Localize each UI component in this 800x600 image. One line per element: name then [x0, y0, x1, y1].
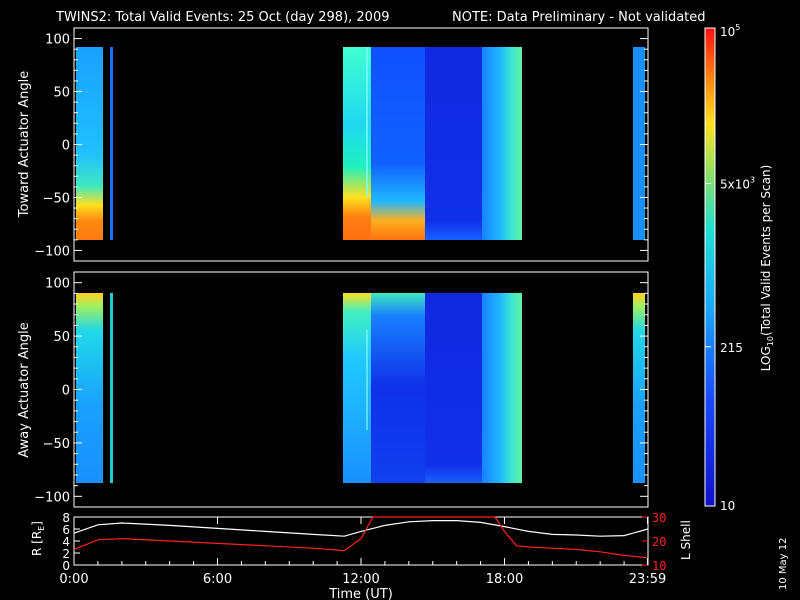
toward-data-strip: [110, 47, 113, 240]
r-tick-label: 8: [62, 511, 70, 525]
r-tick-label: 0: [62, 559, 70, 573]
y-tick-label: 0: [62, 384, 70, 399]
toward-data-block-early: [76, 47, 103, 240]
colorbar-tick-label: 105: [720, 23, 740, 39]
lshell-axis-label: L Shell: [679, 520, 693, 560]
r-axis-label: R [RE]: [30, 521, 46, 556]
y-tick-label: −100: [34, 490, 70, 505]
r-tick-label: 6: [62, 523, 70, 537]
preliminary-note: NOTE: Data Preliminary - Not validated: [452, 10, 706, 25]
toward-heatmap-data: [76, 47, 645, 240]
away-data-streak: [366, 330, 368, 430]
away-data-block-end: [633, 293, 645, 483]
orbit-lines: [73, 516, 649, 559]
toward-heatmap-panel: 100 50 0 −50 −100 Toward Actuator Angle: [17, 27, 649, 262]
toward-y-axis: 100 50 0 −50 −100: [34, 33, 648, 259]
x-tick-label: 0:00: [59, 572, 88, 587]
away-data-block-quiet: [425, 293, 482, 483]
side-date: 10 May 12: [778, 538, 789, 590]
colorbar-label: LOG10(Total Valid Events per Scan): [759, 165, 775, 372]
series-line-R: [73, 519, 649, 537]
y-tick-label: 0: [62, 139, 70, 154]
toward-data-streak: [366, 47, 368, 197]
toward-data-block-mid: [371, 47, 425, 240]
y-tick-label: 100: [45, 33, 70, 48]
x-tick-label: 12:00: [342, 572, 379, 587]
lshell-tick-label: 30: [652, 511, 666, 525]
colorbar-tick-label: 10: [720, 499, 735, 513]
lshell-axis: 30 20 10: [642, 511, 666, 573]
away-heatmap-data: [76, 293, 645, 483]
away-data-block-mid: [371, 293, 425, 483]
away-data-strip: [110, 293, 113, 483]
colorbar-ticks: 105 5x103 215 10: [705, 23, 755, 513]
r-tick-label: 4: [62, 535, 70, 549]
lshell-tick-label: 20: [652, 535, 666, 549]
lshell-tick-label: 10: [652, 559, 666, 573]
colorbar-tick-label: 5x103: [720, 175, 755, 191]
colorbar-gradient: [704, 27, 716, 507]
toward-data-block-late: [482, 47, 522, 240]
series-line-L: [73, 516, 649, 559]
away-data-block-late: [482, 293, 522, 483]
time-axis: 0:00 6:00 12:00 18:00 23:59: [59, 517, 666, 587]
x-tick-label: 6:00: [203, 572, 232, 587]
y-tick-label: −50: [43, 437, 70, 452]
away-y-axis: 100 50 0 −50 −100: [34, 277, 648, 505]
toward-y-label: Toward Actuator Angle: [17, 71, 32, 218]
x-tick-label: 23:59: [629, 572, 666, 587]
x-tick-label: 18:00: [486, 572, 523, 587]
away-y-label: Away Actuator Angle: [17, 322, 32, 457]
y-tick-label: 100: [45, 277, 70, 292]
r-tick-label: 2: [62, 547, 70, 561]
chart-title: TWINS2: Total Valid Events: 25 Oct (day …: [55, 10, 390, 25]
x-axis-label: Time (UT): [328, 587, 393, 600]
away-heatmap-panel: 100 50 0 −50 −100 Away Actuator Angle: [17, 271, 649, 508]
toward-data-block-quiet: [425, 47, 482, 240]
y-tick-label: −50: [43, 191, 70, 206]
colorbar: 105 5x103 215 10 LOG10(Total Valid Events p…: [704, 23, 775, 513]
colorbar-tick-label: 215: [720, 341, 743, 355]
away-data-block-early: [76, 293, 103, 483]
y-tick-label: 50: [53, 86, 70, 101]
y-tick-label: 50: [53, 330, 70, 345]
y-tick-label: −100: [34, 244, 70, 259]
toward-data-block-end: [633, 47, 645, 240]
